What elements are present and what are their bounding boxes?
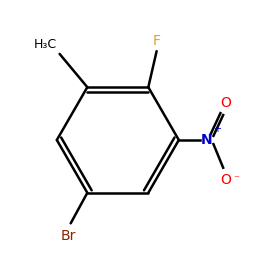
Text: Br: Br <box>60 229 76 243</box>
Text: O: O <box>221 173 231 187</box>
Text: H₃C: H₃C <box>34 38 57 51</box>
Text: N: N <box>201 133 212 147</box>
Text: ⁻: ⁻ <box>233 175 239 185</box>
Text: +: + <box>213 124 221 134</box>
Text: F: F <box>153 34 161 48</box>
Text: O: O <box>221 95 231 109</box>
